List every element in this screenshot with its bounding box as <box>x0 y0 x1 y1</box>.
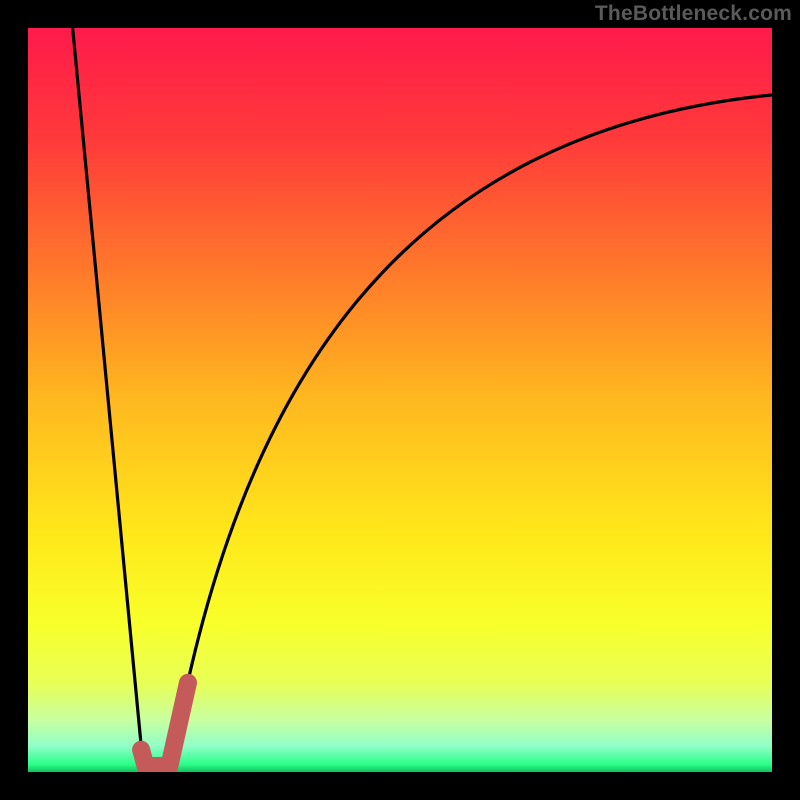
diagram-svg <box>0 0 800 800</box>
diagram-stage: TheBottleneck.com <box>0 0 800 800</box>
plot-area <box>28 28 772 772</box>
